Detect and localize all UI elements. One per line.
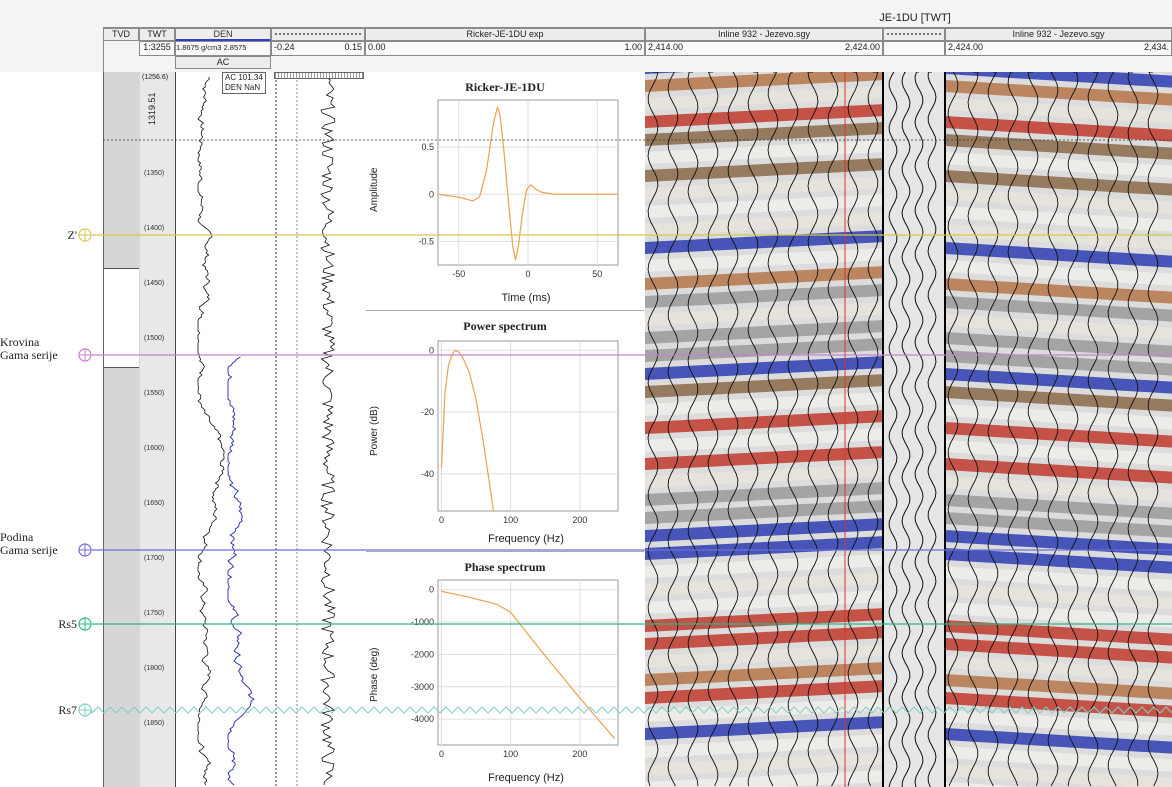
twt-tick-label: (1500) — [144, 335, 165, 342]
twt-tick-label: (1750) — [144, 610, 165, 617]
power-chart: 0 100 200 0 -20 -40 — [421, 340, 619, 525]
wavelet-max: 1.00 — [624, 42, 642, 52]
seismic-1-min: 2,414.00 — [648, 42, 684, 52]
col-header-den[interactable]: DEN — [175, 28, 271, 41]
wavelet-range: 0.00 1.00 — [365, 41, 645, 56]
wavelet-xlabel: Time (ms) — [501, 292, 551, 304]
horizon-label[interactable]: Rs7 — [58, 703, 77, 717]
twt-tick-label: (1550) — [144, 390, 165, 397]
twt-tick-label: (1700) — [144, 555, 165, 562]
x-tick-label: 0 — [525, 269, 530, 279]
y-tick-label: -3000 — [411, 682, 434, 692]
tvd-gap-white — [104, 268, 139, 368]
col-header-tvd[interactable]: TVD — [103, 28, 139, 41]
y-tick-label: -1000 — [411, 617, 434, 627]
twt-tick-label: (1450) — [144, 280, 165, 287]
x-tick-label: 0 — [439, 515, 444, 525]
den-curve — [197, 76, 225, 786]
y-tick-label: -40 — [421, 469, 434, 479]
twt-tick-label: (1350) — [144, 170, 165, 177]
track3-squiggle — [275, 33, 361, 35]
twt-tick-label: (1850) — [144, 720, 165, 727]
seismic-2-range: 2,424.00 2,434. — [945, 41, 1172, 56]
log-readout-box: AC 101.34 DEN NaN — [222, 72, 266, 94]
col-header-wavelet[interactable]: Ricker-JE-1DU exp — [365, 28, 645, 41]
y-tick-label: 0 — [429, 345, 434, 355]
seismic-section[interactable] — [645, 72, 1172, 787]
x-tick-label: 100 — [503, 515, 518, 525]
seismic-1-range: 2,414.00 2,424.00 — [645, 41, 883, 56]
den-readout: DEN NaN — [225, 83, 261, 92]
y-tick-label: -2000 — [411, 649, 434, 659]
series-line — [437, 106, 618, 261]
track3-header-box — [274, 72, 364, 79]
header-left-blank — [0, 0, 104, 72]
x-tick-label: 50 — [592, 269, 602, 279]
y-tick-label: 0 — [429, 189, 434, 199]
header-top-strip — [103, 0, 1172, 28]
x-tick-label: 200 — [572, 749, 587, 759]
seismic-2-max: 2,434. — [1143, 42, 1169, 52]
well-title: JE-1DU [TWT] — [879, 12, 951, 24]
phase-chart: 0 100 200 0 -1000 -2000 -3000 -4000 — [411, 579, 619, 759]
wavelet-chart: -50 0 50 0.5 0 -0.5 — [418, 99, 619, 279]
depth-top-label: (1256.6) — [142, 74, 169, 81]
track3-min: -0.24 — [274, 42, 295, 52]
series-line — [440, 349, 494, 512]
phase-xlabel: Frequency (Hz) — [488, 772, 564, 784]
track3-range: -0.24 0.15 — [271, 41, 365, 56]
phase-panel-title: Phase spectrum — [464, 560, 546, 574]
log-track — [176, 72, 272, 787]
col-header-twt[interactable]: TWT — [139, 28, 175, 41]
power-panel: Power spectrum 0 100 200 0 -20 -40 Power (dB)… — [366, 311, 644, 552]
y-tick-label: 0 — [429, 585, 434, 595]
horizon-label[interactable]: Rs5 — [58, 617, 77, 631]
twt-tick-label: (1400) — [144, 225, 165, 232]
twt-tick-label: (1600) — [144, 445, 165, 452]
col-header-synthetic[interactable] — [883, 28, 945, 41]
y-tick-label: -4000 — [411, 714, 434, 724]
power-panel-title: Power spectrum — [463, 319, 547, 333]
phase-panel: Phase spectrum 0 100 200 0 -1000 -2000 -3000 -4… — [366, 552, 644, 787]
series-line — [441, 590, 615, 739]
horizon-line — [91, 706, 1172, 715]
power-xlabel: Frequency (Hz) — [488, 533, 564, 545]
col-header-seismic-1[interactable]: Inline 932 - Jezevo.sgy — [645, 28, 883, 41]
horizon-label[interactable]: Podina Gama serije — [0, 530, 58, 557]
twt-tick-label: (1800) — [144, 665, 165, 672]
wavelet-panel: Ricker-JE-1DU -50 0 50 0.5 0 -0.5 Amplitude T… — [366, 72, 644, 311]
col-header-track3[interactable] — [271, 28, 365, 41]
x-tick-label: -50 — [452, 269, 465, 279]
twt-tick-label: (1650) — [144, 500, 165, 507]
seismic-2-min: 2,424.00 — [948, 42, 984, 52]
horizon-label[interactable]: Z' — [67, 228, 78, 242]
track3-max: 0.15 — [344, 42, 362, 52]
horizon-label[interactable]: Krovina Gama serije — [0, 335, 58, 362]
track3-curve — [319, 76, 337, 786]
x-tick-label: 200 — [572, 515, 587, 525]
den-range: 1.8675 g/cm3 2.8575 — [175, 41, 271, 56]
twt-scale: 1:3255 — [139, 41, 175, 56]
ac-readout: AC 101.34 — [225, 73, 263, 82]
synthetic-squiggle — [887, 33, 941, 35]
y-tick-label: 0.5 — [421, 142, 434, 152]
y-tick-label: -20 — [421, 407, 434, 417]
col-header-ac[interactable]: AC — [175, 56, 271, 69]
log-curves — [197, 72, 337, 787]
ac-curve — [227, 356, 255, 786]
wavelet-min: 0.00 — [368, 42, 386, 52]
x-tick-label: 100 — [503, 749, 518, 759]
seismic-1-max: 2,424.00 — [844, 42, 880, 52]
x-tick-label: 0 — [439, 749, 444, 759]
twt-track — [140, 72, 176, 787]
wavelet-panel-title: Ricker-JE-1DU — [465, 80, 545, 94]
synthetic-range — [883, 41, 945, 56]
log-track-2 — [271, 72, 366, 787]
y-tick-label: -0.5 — [418, 236, 434, 246]
